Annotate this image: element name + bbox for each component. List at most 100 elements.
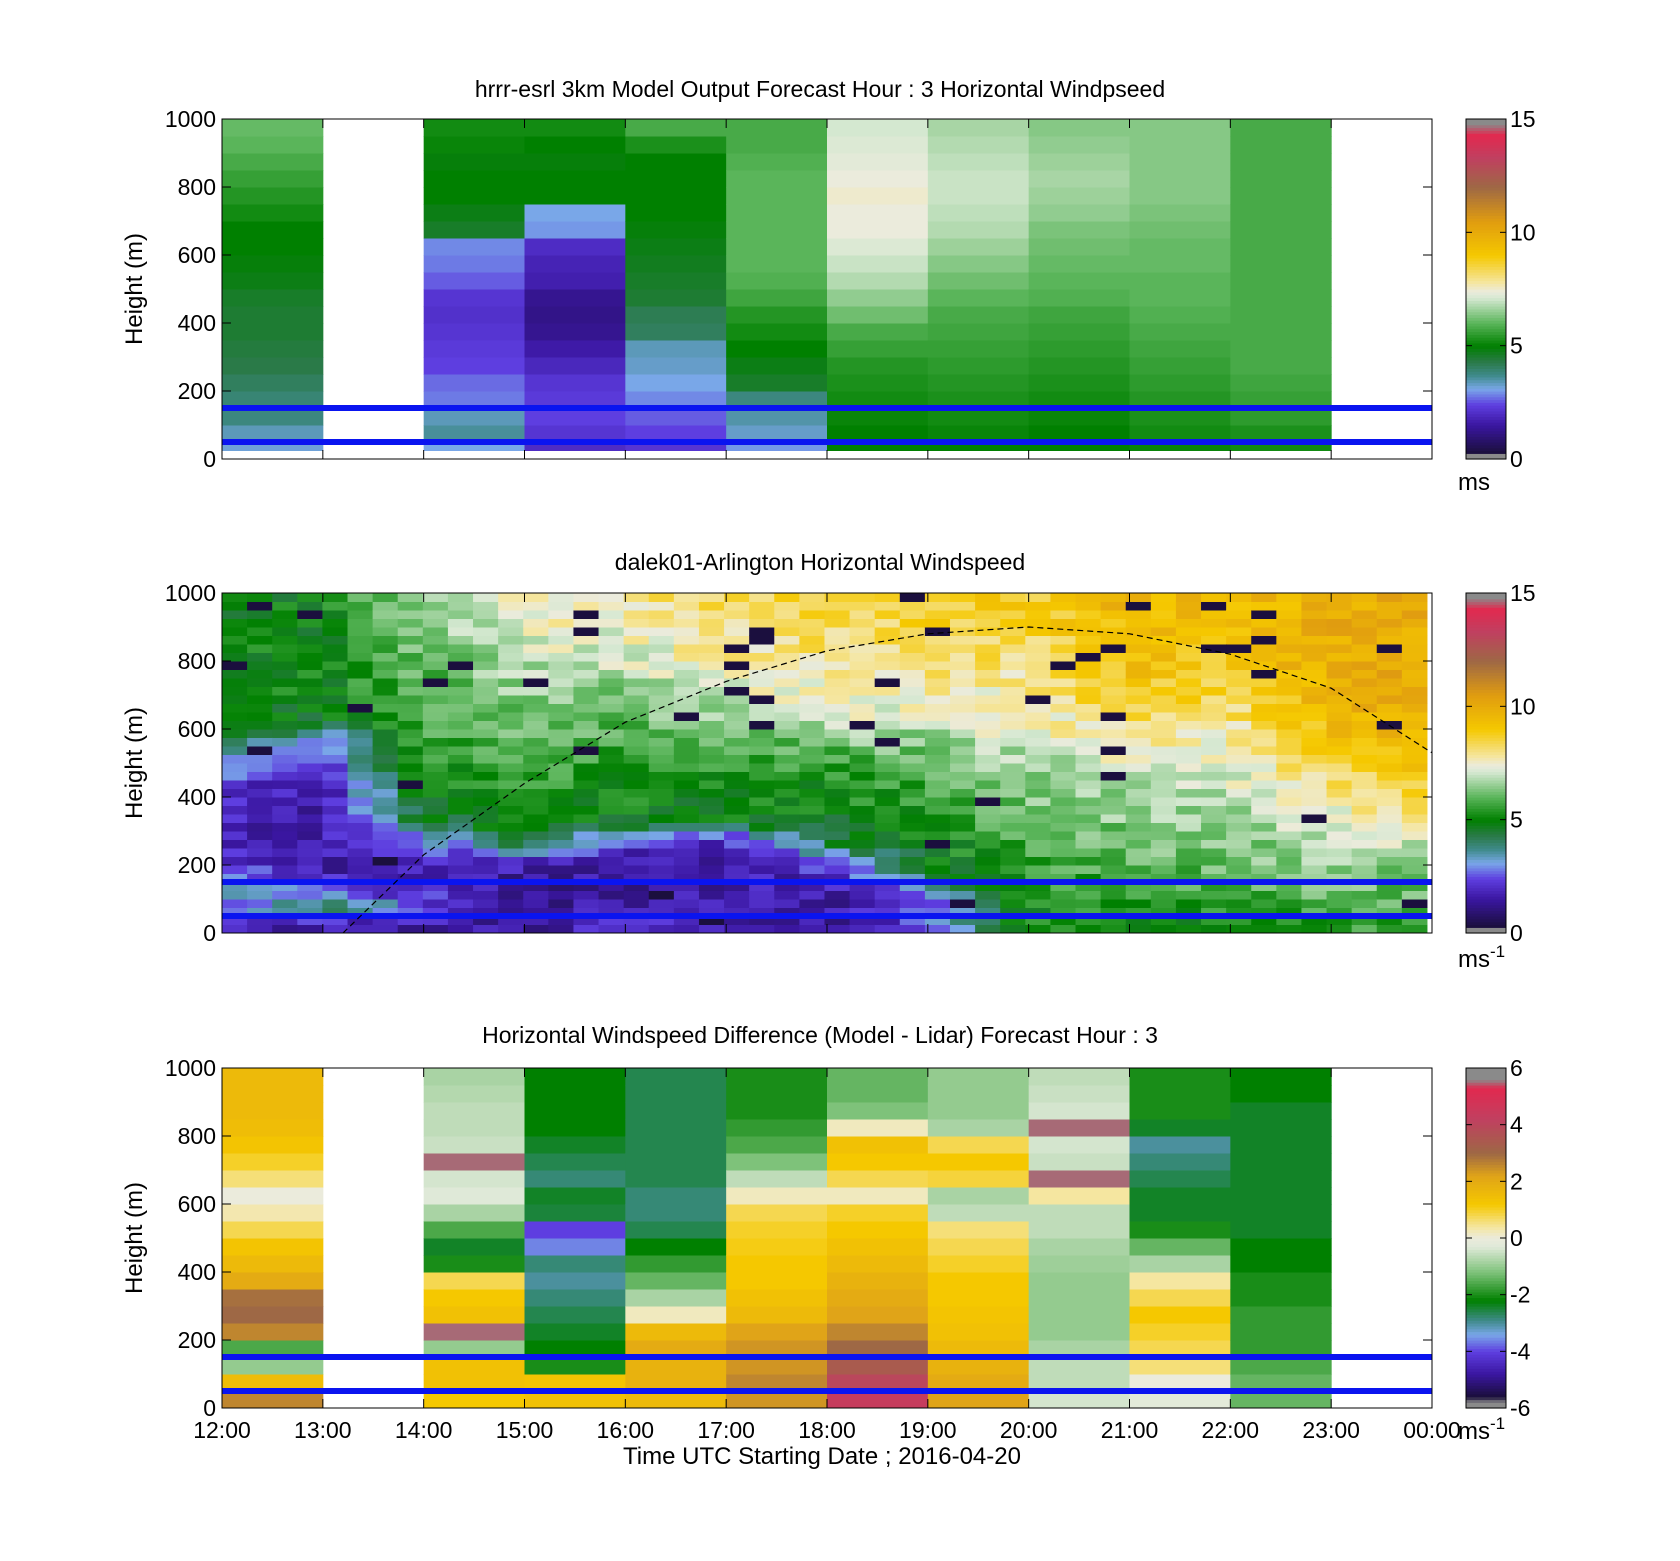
heatmap-cell (1000, 797, 1026, 806)
heatmap-cell (1129, 170, 1231, 188)
colorbar-segment (1466, 598, 1506, 603)
heatmap-cell (698, 686, 725, 696)
heatmap-cell (1025, 831, 1051, 840)
heatmap-cell (1129, 136, 1231, 154)
colorbar-segment (1466, 1153, 1506, 1157)
heatmap-cell (272, 788, 298, 798)
heatmap-cell (1301, 652, 1328, 662)
heatmap-cell (849, 873, 876, 883)
heatmap-cell (924, 839, 951, 849)
colorbar-segment (1466, 297, 1506, 301)
heatmap-cell (372, 839, 399, 849)
y-tick-label: 800 (178, 648, 216, 674)
heatmap-cell (347, 771, 374, 781)
heatmap-cell (1401, 712, 1428, 721)
heatmap-cell (1150, 763, 1177, 772)
heatmap-cell (673, 814, 700, 823)
heatmap-cell (899, 771, 926, 781)
heatmap-cell (372, 924, 399, 934)
heatmap-cell (222, 1357, 324, 1375)
heatmap-cell (774, 737, 800, 747)
y-tick-label: 200 (178, 378, 216, 404)
heatmap-cell (1226, 780, 1252, 789)
heatmap-cell (949, 661, 976, 670)
heatmap-cell (1276, 695, 1302, 704)
colorbar-unit-text: ms (1458, 469, 1490, 496)
heatmap-cell (1125, 720, 1152, 730)
heatmap-cell (724, 678, 750, 687)
heatmap-cell (272, 618, 298, 628)
colorbar-segment (1466, 1391, 1506, 1395)
heatmap-cell (698, 746, 725, 755)
heatmap-cell (949, 797, 976, 806)
heatmap-cell (899, 754, 926, 764)
heatmap-cell (598, 627, 625, 636)
colorbar-segment (1466, 175, 1506, 180)
heatmap-cell (447, 686, 474, 696)
heatmap-cell (222, 1340, 324, 1358)
heatmap-cell (1050, 618, 1077, 628)
heatmap-cell (924, 593, 951, 602)
heatmap-cell (623, 635, 650, 645)
heatmap-cell (423, 1340, 525, 1358)
heatmap-cell (1129, 1374, 1231, 1392)
colorbar-segment (1466, 1178, 1506, 1182)
heatmap-cell (1075, 856, 1102, 866)
heatmap-cell (698, 848, 725, 857)
heatmap-cell (648, 839, 675, 849)
heatmap-cell (927, 1357, 1030, 1375)
heatmap-cell (1175, 644, 1202, 653)
heatmap-cell (1025, 771, 1051, 781)
colorbar-unit-superscript: -1 (1490, 942, 1505, 961)
heatmap-cell (623, 780, 650, 789)
heatmap-cell (347, 899, 374, 908)
colorbar-segment (1466, 410, 1506, 415)
heatmap-cell (447, 618, 474, 628)
heatmap-cell (1000, 601, 1026, 611)
y-tick-label: 1000 (165, 580, 216, 606)
heatmap-cell (1025, 627, 1051, 636)
heatmap-cell (247, 797, 273, 806)
heatmap-cell (573, 822, 600, 832)
colorbar-segment (1466, 286, 1506, 290)
heatmap-cell (1075, 593, 1102, 602)
heatmap-cell (1351, 771, 1378, 781)
heatmap-cell (423, 204, 525, 222)
heatmap-cell (1226, 669, 1252, 679)
x-tick-label: 13:00 (294, 1417, 352, 1443)
heatmap-cell (1100, 848, 1127, 857)
heatmap-cell (498, 754, 524, 764)
heatmap-cell (1351, 703, 1378, 713)
colorbar-tick-label: -4 (1510, 1338, 1531, 1364)
heatmap-cell (222, 856, 248, 866)
colorbar-segment (1466, 427, 1506, 432)
heatmap-cell (397, 720, 424, 730)
colorbar-segment (1466, 1399, 1506, 1403)
colorbar-segment (1466, 1124, 1506, 1129)
heatmap-cell (799, 593, 825, 602)
heatmap-cell (1226, 788, 1252, 798)
heatmap-cell (372, 797, 399, 806)
heatmap-cell (1401, 899, 1428, 908)
heatmap-cell (1050, 610, 1077, 619)
heatmap-cell (1025, 635, 1051, 645)
heatmap-cell (247, 890, 273, 900)
heatmap-cell (975, 831, 1001, 840)
heatmap-cell (874, 593, 901, 602)
colorbar-segment (1466, 274, 1506, 279)
colorbar-segment (1466, 195, 1506, 199)
colorbar-segment (1466, 723, 1506, 727)
heatmap-cell (1150, 814, 1177, 823)
heatmap-cell (625, 1272, 727, 1290)
heatmap-cell (1351, 831, 1378, 840)
heatmap-cell (924, 686, 951, 696)
colorbar-segment (1466, 331, 1506, 335)
heatmap-cell (749, 780, 775, 789)
heatmap-cell (1376, 805, 1403, 815)
y-tick-label: 400 (178, 784, 216, 810)
heatmap-cell (548, 695, 574, 704)
heatmap-cell (1226, 686, 1252, 696)
heatmap-cell (297, 593, 323, 602)
heatmap-cell (1150, 686, 1177, 696)
heatmap-cell (347, 865, 374, 874)
